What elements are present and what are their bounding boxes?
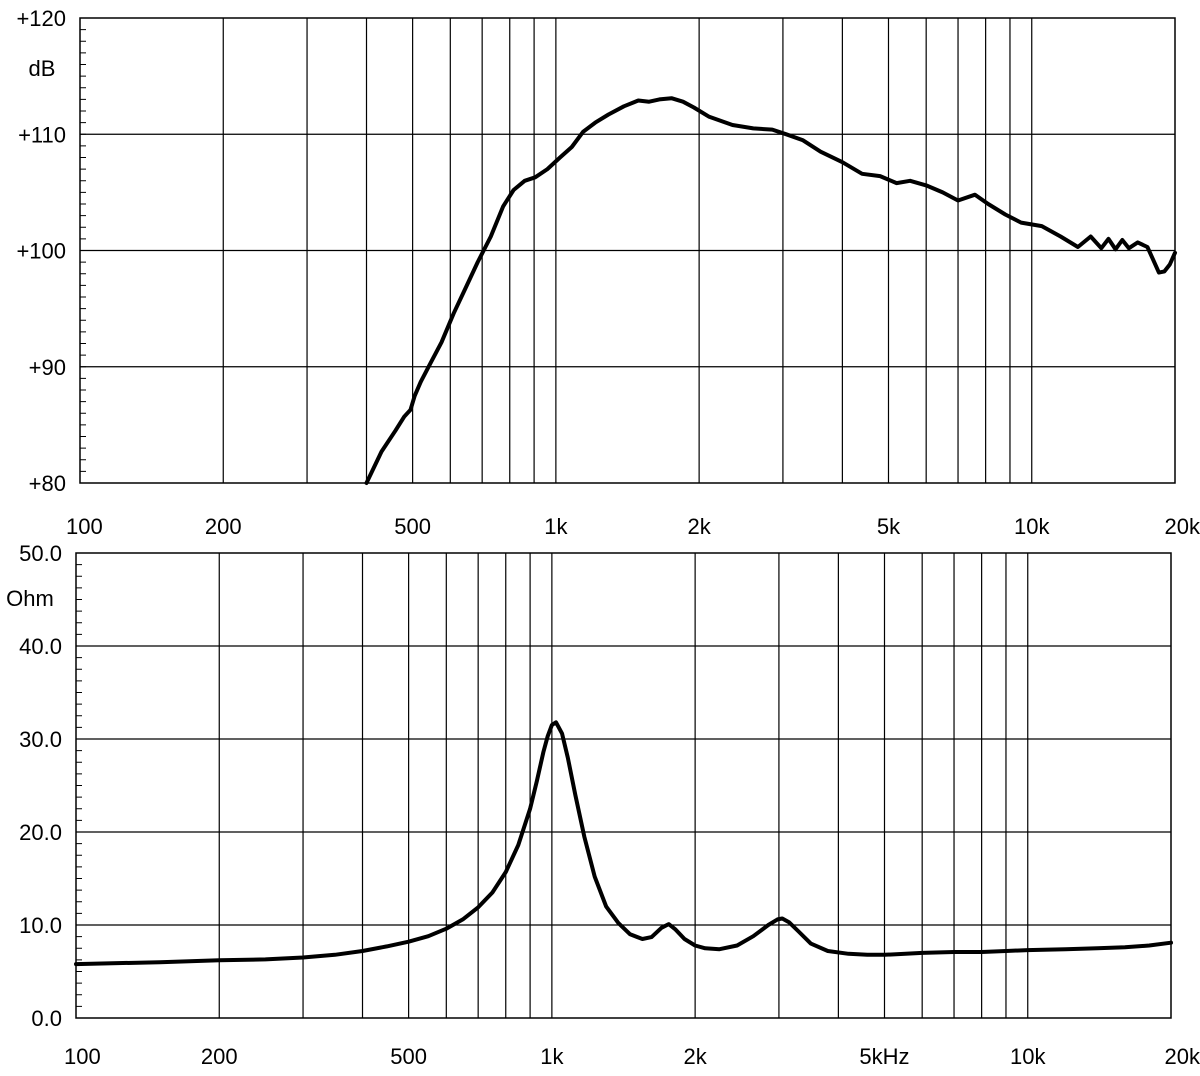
x-tick-label: 200 bbox=[205, 514, 242, 539]
x-tick-label: 5k bbox=[877, 514, 901, 539]
y-tick-label: +120 bbox=[16, 6, 66, 31]
y-tick-label: 50.0 bbox=[19, 541, 62, 566]
x-tick-label: 500 bbox=[394, 514, 431, 539]
impedance-curve bbox=[74, 720, 1173, 967]
x-tick-label: 10k bbox=[1014, 514, 1050, 539]
plot-frame bbox=[75, 552, 1172, 1019]
y-tick-label: 0.0 bbox=[31, 1006, 62, 1031]
y-tick-label: 30.0 bbox=[19, 727, 62, 752]
x-tick-label: 1k bbox=[540, 1044, 564, 1069]
y-tick-label: 10.0 bbox=[19, 913, 62, 938]
y-tick-label: 20.0 bbox=[19, 820, 62, 845]
plot-frame bbox=[79, 17, 1176, 484]
x-tick-label: 2k bbox=[688, 514, 712, 539]
x-tick-label: 1k bbox=[544, 514, 568, 539]
x-tick-label: 10k bbox=[1010, 1044, 1046, 1069]
y-unit-label: dB bbox=[29, 56, 56, 81]
x-tick-label: 100 bbox=[66, 514, 103, 539]
y-tick-label: 40.0 bbox=[19, 634, 62, 659]
y-tick-label: +110 bbox=[18, 122, 66, 147]
impedance-chart: 0.0 10.0 20.0 30.0 40.0 50.0 Ohm 100 200 500 1k 2k 5… bbox=[6, 541, 1200, 1069]
y-tick-label: +100 bbox=[16, 239, 66, 264]
y-unit-label: Ohm bbox=[6, 586, 54, 611]
x-tick-label: 2k bbox=[684, 1044, 708, 1069]
x-tick-label: 100 bbox=[64, 1044, 101, 1069]
x-tick-label: 20k bbox=[1165, 514, 1200, 539]
y-tick-label: +80 bbox=[29, 471, 66, 496]
x-tick-label: 20k bbox=[1165, 1044, 1200, 1069]
y-tick-label: +90 bbox=[29, 355, 66, 380]
x-tick-label: 5kHz bbox=[859, 1044, 909, 1069]
frequency-response-curve bbox=[364, 96, 1177, 485]
x-tick-label: 500 bbox=[390, 1044, 427, 1069]
frequency-response-chart: +80 +90 +100 +110 +120 dB 100 200 500 1k 2k 5k 10k 20… bbox=[16, 6, 1200, 539]
x-tick-label: 200 bbox=[201, 1044, 238, 1069]
